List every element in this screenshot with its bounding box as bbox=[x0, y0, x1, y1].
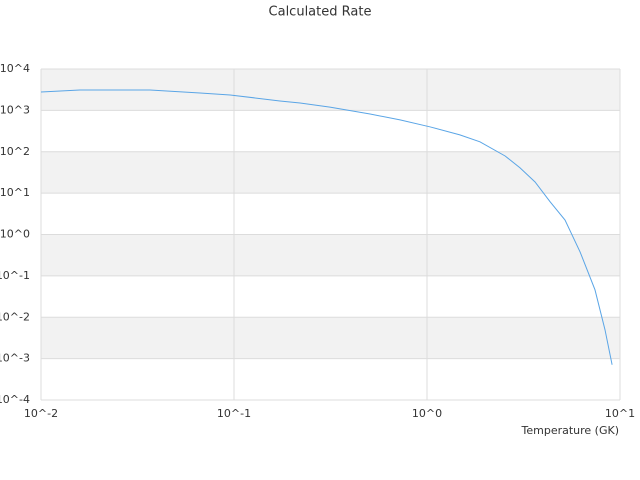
y-tick-label: 10^-4 bbox=[0, 393, 30, 406]
grid-band bbox=[41, 317, 620, 359]
y-tick-label: 10^-2 bbox=[0, 310, 30, 323]
grid-band bbox=[41, 151, 620, 194]
y-tick-label: 10^2 bbox=[0, 145, 30, 158]
y-tick-label: 10^4 bbox=[0, 62, 30, 75]
chart-title: Calculated Rate bbox=[269, 5, 372, 20]
y-tick-label: 10^1 bbox=[0, 186, 30, 199]
x-tick-label: 10^1 bbox=[605, 407, 635, 420]
x-tick-label: 10^-1 bbox=[217, 407, 251, 420]
x-axis-label: Temperature (GK) bbox=[521, 424, 620, 437]
data-line bbox=[40, 89, 613, 365]
x-tick-label: 10^-2 bbox=[24, 407, 58, 420]
y-tick-label: 10^0 bbox=[0, 228, 30, 241]
y-tick-label: 10^3 bbox=[0, 103, 30, 116]
y-tick-label: 10^-1 bbox=[0, 269, 30, 282]
grid-band bbox=[41, 234, 620, 276]
x-tick-label: 10^0 bbox=[412, 407, 442, 420]
y-tick-label: 10^-3 bbox=[0, 352, 30, 365]
